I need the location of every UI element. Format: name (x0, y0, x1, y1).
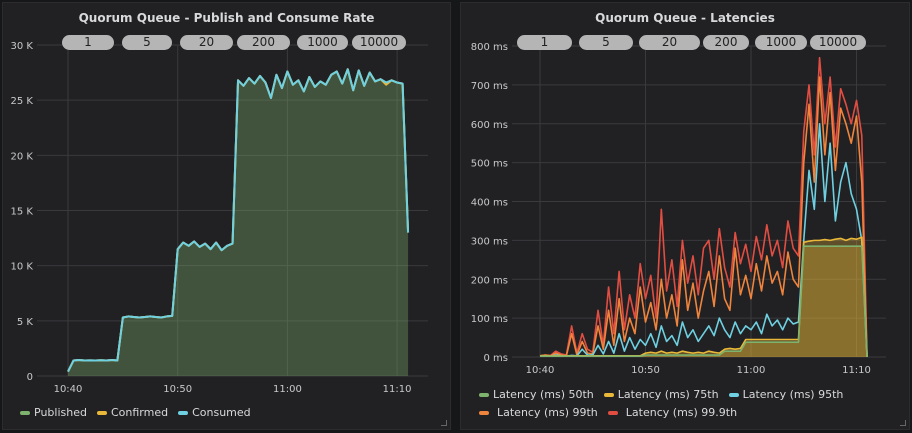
y-tick-label: 700 ms (471, 81, 508, 92)
legend-label: Latency (ms) 99th (497, 406, 598, 419)
x-tick-label: 10:50 (163, 384, 192, 395)
legend-item-confirmed[interactable]: Confirmed (96, 406, 169, 419)
series-swatch-icon (607, 410, 618, 415)
y-tick-label: 100 ms (471, 314, 508, 325)
legend-label: Latency (ms) 50th (493, 388, 594, 401)
x-tick-label: 11:10 (383, 384, 412, 395)
y-tick-label: 5 K (17, 317, 34, 328)
legend-item-published[interactable]: Published (20, 406, 87, 419)
series-swatch-icon (603, 392, 614, 397)
legend-item-p95[interactable]: Latency (ms) 95th (728, 388, 844, 401)
series-area-latency-ms-50th (540, 246, 868, 357)
legend: Published Confirmed Consumed (20, 406, 251, 419)
annotation-button-200[interactable]: 200 (237, 35, 290, 50)
annotation-button-1000[interactable]: 1000 (755, 35, 807, 50)
series-swatch-icon (96, 410, 107, 415)
y-tick-label: 0 ms (484, 353, 509, 364)
x-tick-label: 10:40 (54, 384, 83, 395)
annotation-button-5[interactable]: 5 (579, 35, 633, 50)
y-tick-label: 30 K (11, 41, 34, 52)
resize-handle[interactable] (900, 420, 906, 426)
y-tick-label: 20 K (11, 151, 34, 162)
annotation-button-1[interactable]: 1 (62, 35, 114, 50)
legend-item-p99[interactable]: Latency (ms) 99th (479, 406, 598, 419)
annotation-button-10000[interactable]: 10000 (352, 35, 406, 50)
series-line-consumed (67, 68, 410, 373)
series-swatch-icon (479, 392, 489, 397)
series-swatch-icon (728, 392, 739, 397)
y-tick-label: 600 ms (471, 120, 508, 131)
series-swatch-icon (20, 410, 30, 415)
y-tick-label: 500 ms (471, 159, 508, 170)
y-tick-label: 300 ms (471, 236, 508, 247)
series-line-latency-ms-99-9th (539, 56, 868, 358)
x-tick-label: 10:50 (631, 365, 660, 376)
annotation-button-200[interactable]: 200 (703, 35, 749, 50)
y-tick-label: 15 K (11, 207, 34, 218)
annotation-button-10000[interactable]: 10000 (810, 35, 866, 50)
legend-row: Latency (ms) 99th Latency (ms) 99.9th (479, 406, 899, 419)
y-tick-label: 25 K (11, 96, 34, 107)
y-tick-label: 10 K (11, 262, 34, 273)
x-tick-label: 11:00 (737, 365, 766, 376)
legend-item-p50[interactable]: Latency (ms) 50th (479, 388, 594, 401)
series-swatch-icon (178, 410, 189, 415)
panel-title[interactable]: Quorum Queue - Publish and Consume Rate (78, 11, 375, 25)
panel-title[interactable]: Quorum Queue - Latencies (595, 11, 775, 25)
legend-label: Latency (ms) 75th (617, 388, 719, 401)
x-tick-label: 10:40 (526, 365, 555, 376)
series-area-published (68, 69, 409, 377)
legend-label: Latency (ms) 99.9th (625, 406, 738, 419)
y-tick-label: 0 (27, 372, 33, 383)
series-line-latency-ms-50th (540, 245, 868, 358)
legend-label: Consumed (192, 406, 251, 419)
series-line-latency-ms-99th (539, 76, 868, 358)
legend-label: Latency (ms) 95th (742, 388, 844, 401)
legend-label: Confirmed (110, 406, 169, 419)
annotation-button-5[interactable]: 5 (122, 35, 172, 50)
legend-item-p75[interactable]: Latency (ms) 75th (603, 388, 719, 401)
series-line-latency-ms-95th (539, 122, 868, 358)
y-tick-label: 800 ms (471, 42, 508, 53)
legend: Latency (ms) 50th Latency (ms) 75th Late… (479, 388, 899, 419)
y-tick-label: 200 ms (471, 275, 508, 286)
y-tick-label: 400 ms (471, 198, 508, 209)
annotation-button-20[interactable]: 20 (639, 35, 700, 50)
x-tick-label: 11:00 (273, 384, 302, 395)
annotation-button-1000[interactable]: 1000 (297, 35, 348, 50)
x-tick-label: 11:10 (842, 365, 871, 376)
series-swatch-icon (479, 410, 489, 415)
legend-item-consumed[interactable]: Consumed (178, 406, 251, 419)
legend-item-p999[interactable]: Latency (ms) 99.9th (607, 406, 738, 419)
annotation-button-1[interactable]: 1 (517, 35, 572, 50)
legend-label: Published (34, 406, 87, 419)
resize-handle[interactable] (441, 420, 447, 426)
publish-consume-panel: Quorum Queue - Publish and Consume Rate (2, 2, 451, 430)
annotation-button-20[interactable]: 20 (180, 35, 233, 50)
